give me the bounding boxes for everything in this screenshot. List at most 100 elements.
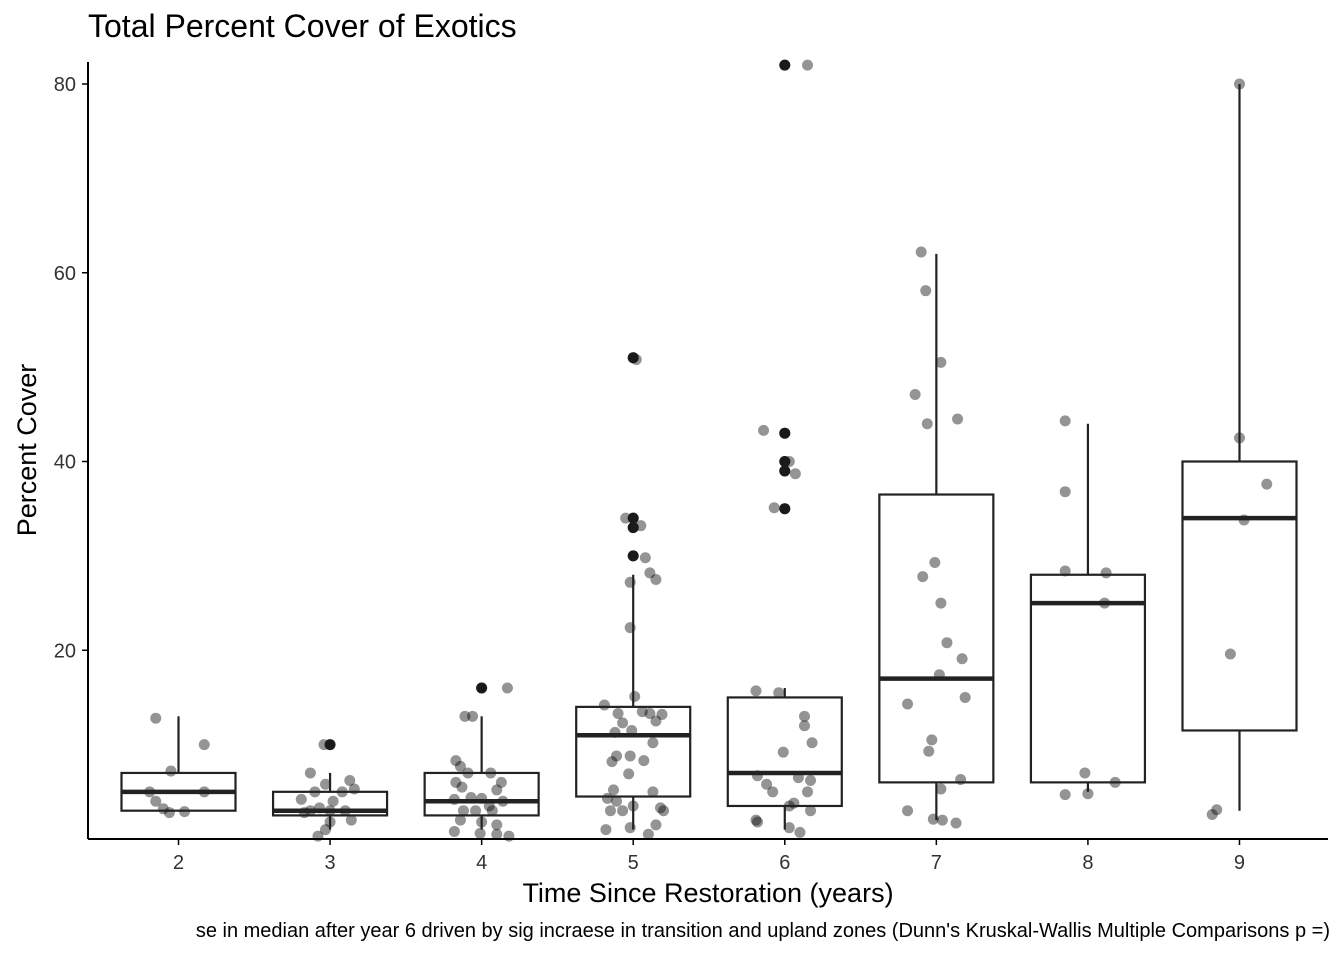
jitter-point xyxy=(617,717,629,729)
jitter-point xyxy=(454,814,466,826)
jitter-point xyxy=(805,774,817,786)
jitter-point xyxy=(304,767,316,779)
jitter-point xyxy=(941,637,953,649)
jitter-point xyxy=(491,819,503,831)
outlier-point xyxy=(779,503,791,515)
jitter-point xyxy=(503,830,515,842)
jitter-point xyxy=(902,805,914,817)
jitter-point xyxy=(448,825,460,837)
jitter-point xyxy=(150,712,162,724)
jitter-point xyxy=(642,828,654,840)
jitter-point xyxy=(644,707,656,719)
outlier-point xyxy=(779,427,791,439)
jitter-point xyxy=(789,468,801,480)
jitter-point xyxy=(783,822,795,834)
box-iqr xyxy=(575,705,692,798)
jitter-point xyxy=(344,774,356,786)
jitter-point xyxy=(198,739,210,751)
chart-caption: se in median after year 6 driven by sig … xyxy=(195,920,1330,942)
jitter-point xyxy=(959,691,971,703)
jitter-point xyxy=(750,685,762,697)
jitter-point xyxy=(620,512,632,524)
jitter-point xyxy=(467,710,479,722)
jitter-point xyxy=(638,755,650,767)
box-group xyxy=(1029,423,1147,792)
jitter-point xyxy=(612,707,624,719)
jitter-point xyxy=(501,682,513,694)
jitter-point xyxy=(320,824,332,836)
x-tick-label: 7 xyxy=(931,852,942,874)
jitter-point xyxy=(1206,808,1218,820)
jitter-point xyxy=(777,746,789,758)
jitter-point xyxy=(312,830,324,842)
outlier-point xyxy=(779,59,791,71)
box-iqr xyxy=(878,493,995,784)
y-tick-label: 60 xyxy=(54,263,76,285)
jitter-point xyxy=(491,784,503,796)
outlier-point xyxy=(627,352,639,364)
x-tick-label: 9 xyxy=(1234,852,1245,874)
jitter-point xyxy=(611,795,623,807)
jitter-point xyxy=(459,710,471,722)
jitter-point xyxy=(1211,804,1223,816)
jitter-point xyxy=(611,750,623,762)
box-group xyxy=(423,682,540,830)
jitter-point xyxy=(758,424,770,436)
jitter-point xyxy=(805,805,817,817)
jitter-point xyxy=(295,793,307,805)
outlier-point xyxy=(627,550,639,562)
jitter-point xyxy=(935,783,947,795)
jitter-point xyxy=(750,814,762,826)
x-tick-label: 2 xyxy=(173,852,184,874)
jitter-point xyxy=(624,750,636,762)
box-group xyxy=(1181,84,1298,811)
jitter-point xyxy=(636,706,648,718)
jitter-point xyxy=(457,805,469,817)
box-layer xyxy=(120,59,1298,830)
jitter-point xyxy=(902,698,914,710)
jitter-point xyxy=(656,708,668,720)
jitter-point xyxy=(495,776,507,788)
jitter-point xyxy=(1079,767,1091,779)
jitter-point xyxy=(929,556,941,568)
axes: 20 40 60 80 2 3 4 5 6 7 8 9 xyxy=(54,62,1328,874)
jitter-point xyxy=(327,795,339,807)
jitter-point xyxy=(623,768,635,780)
outlier-point xyxy=(627,522,639,534)
jitter-point xyxy=(920,285,932,297)
jitter-point xyxy=(798,720,810,732)
box-iqr xyxy=(271,790,389,817)
x-tick-label: 5 xyxy=(628,852,639,874)
jitter-point xyxy=(450,755,462,767)
jitter-point xyxy=(345,814,357,826)
jitter-point xyxy=(802,59,814,71)
jitter-point xyxy=(654,802,666,814)
jitter-point xyxy=(952,413,964,425)
box-group xyxy=(575,352,692,830)
jitter-point xyxy=(450,776,462,788)
box-group xyxy=(271,739,389,830)
box-iqr xyxy=(423,771,540,817)
jitter-point xyxy=(650,573,662,585)
jitter-point xyxy=(650,715,662,727)
jitter-point xyxy=(798,710,810,722)
y-axis-title: Percent Cover xyxy=(12,364,42,537)
jitter-point xyxy=(650,819,662,831)
jitter-point xyxy=(600,824,612,836)
x-tick-label: 6 xyxy=(779,852,790,874)
jitter-point xyxy=(1082,788,1094,800)
jitter-point xyxy=(165,765,177,777)
outlier-point xyxy=(627,512,639,524)
jitter-point xyxy=(608,784,620,796)
jitter-point xyxy=(768,502,780,514)
jitter-point xyxy=(751,816,763,828)
jitter-point xyxy=(806,737,818,749)
y-tick-label: 20 xyxy=(54,640,76,662)
chart-title: Total Percent Cover of Exotics xyxy=(88,8,517,44)
jitter-point xyxy=(1059,486,1071,498)
box-group xyxy=(726,59,843,830)
jitter-point xyxy=(150,795,162,807)
jitter-point xyxy=(320,778,332,790)
jitter-point xyxy=(921,418,933,430)
